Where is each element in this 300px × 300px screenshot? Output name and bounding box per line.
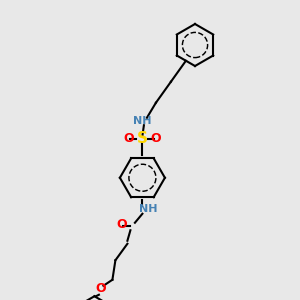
Text: O: O: [124, 132, 134, 145]
Text: O: O: [151, 132, 161, 145]
Text: NH: NH: [133, 116, 152, 126]
Text: O: O: [116, 218, 127, 231]
Text: O: O: [95, 282, 106, 295]
Text: S: S: [137, 131, 148, 146]
Text: NH: NH: [139, 204, 158, 214]
